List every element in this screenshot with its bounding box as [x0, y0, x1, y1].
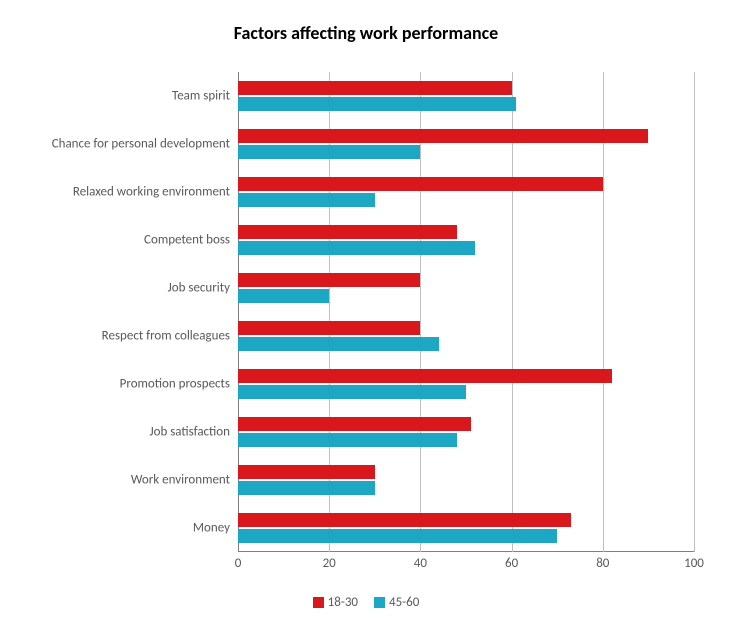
bar [238, 417, 471, 431]
x-tick-label: 0 [235, 556, 242, 571]
gridline [420, 72, 421, 552]
bar [238, 481, 375, 495]
legend-swatch [374, 597, 385, 608]
bar [238, 433, 457, 447]
gridline [694, 72, 695, 552]
plot-area: 020406080100Team spiritChance for person… [238, 72, 694, 552]
gridline [512, 72, 513, 552]
bar [238, 369, 612, 383]
gridline [603, 72, 604, 552]
category-label: Job satisfaction [149, 425, 230, 440]
bar [238, 177, 603, 191]
chart-container: Factors affecting work performance 02040… [0, 0, 732, 629]
bar [238, 273, 420, 287]
x-tick-label: 20 [323, 556, 336, 571]
x-tick-label: 100 [684, 556, 704, 571]
bar [238, 145, 420, 159]
bar [238, 241, 475, 255]
category-label: Job security [168, 281, 230, 296]
category-label: Chance for personal development [52, 137, 230, 152]
x-tick-label: 80 [596, 556, 609, 571]
bar [238, 529, 557, 543]
x-tick-label: 60 [505, 556, 518, 571]
bar [238, 81, 512, 95]
bar [238, 321, 420, 335]
legend-label: 45-60 [389, 595, 419, 610]
x-tick-label: 40 [414, 556, 427, 571]
bar [238, 225, 457, 239]
x-axis-line [238, 551, 694, 552]
bar [238, 385, 466, 399]
category-label: Relaxed working environment [73, 185, 230, 200]
bar [238, 337, 439, 351]
bar [238, 129, 648, 143]
legend-item: 45-60 [374, 595, 419, 610]
gridline [238, 72, 239, 552]
legend-label: 18-30 [328, 595, 358, 610]
category-label: Team spirit [172, 89, 230, 104]
legend-item: 18-30 [313, 595, 358, 610]
gridline [329, 72, 330, 552]
chart-title: Factors affecting work performance [24, 18, 708, 44]
category-label: Money [193, 521, 230, 536]
bar [238, 193, 375, 207]
legend-swatch [313, 597, 324, 608]
category-label: Competent boss [144, 233, 230, 248]
bar [238, 97, 516, 111]
bar [238, 289, 329, 303]
bar [238, 465, 375, 479]
bar [238, 513, 571, 527]
category-label: Respect from colleagues [102, 329, 230, 344]
category-label: Promotion prospects [120, 377, 230, 392]
legend: 18-30 45-60 [0, 594, 732, 613]
category-label: Work environment [131, 473, 230, 488]
